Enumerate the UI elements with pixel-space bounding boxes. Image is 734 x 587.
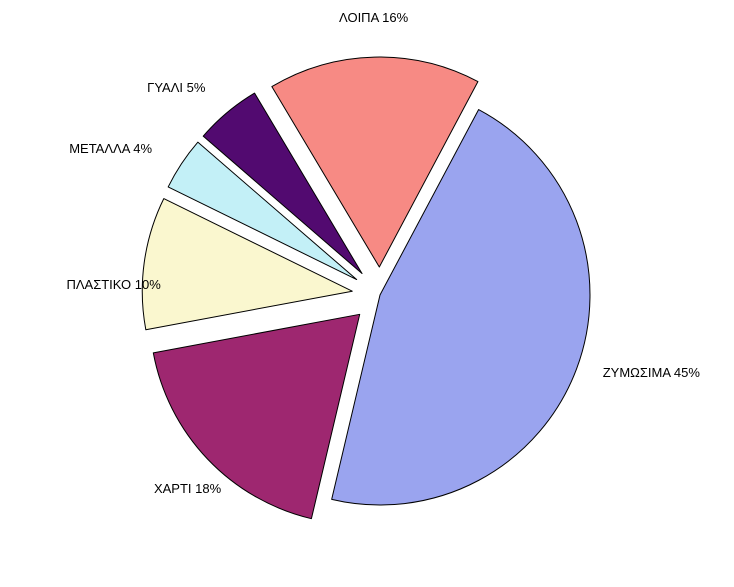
pie-label-3: ΜΕΤΑΛΛΑ 4% bbox=[69, 141, 152, 156]
pie-label-0: ΖΥΜΩΣΙΜΑ 45% bbox=[603, 365, 700, 380]
pie-svg bbox=[0, 0, 734, 587]
pie-label-2: ΠΛΑΣΤΙΚΟ 10% bbox=[66, 277, 160, 292]
pie-label-4: ΓΥΑΛΙ 5% bbox=[147, 80, 205, 95]
pie-label-5: ΛΟΙΠΑ 16% bbox=[339, 10, 408, 25]
pie-chart: ΖΥΜΩΣΙΜΑ 45% ΧΑΡΤΙ 18% ΠΛΑΣΤΙΚΟ 10% ΜΕΤΑΛΛΑ… bbox=[0, 0, 734, 587]
pie-label-1: ΧΑΡΤΙ 18% bbox=[154, 481, 221, 496]
